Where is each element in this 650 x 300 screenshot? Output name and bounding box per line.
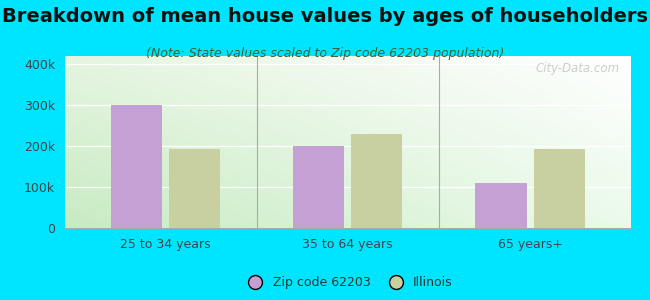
- Bar: [534, 149, 585, 228]
- Bar: [475, 183, 526, 228]
- Text: Breakdown of mean house values by ages of householders: Breakdown of mean house values by ages o…: [2, 8, 648, 26]
- Bar: [169, 149, 220, 228]
- Text: City-Data.com: City-Data.com: [535, 62, 619, 75]
- Legend: Zip code 62203, Illinois: Zip code 62203, Illinois: [238, 271, 458, 294]
- Bar: [293, 146, 344, 228]
- Bar: [352, 134, 402, 228]
- Text: (Note: State values scaled to Zip code 62203 population): (Note: State values scaled to Zip code 6…: [146, 46, 504, 59]
- Bar: [111, 105, 162, 228]
